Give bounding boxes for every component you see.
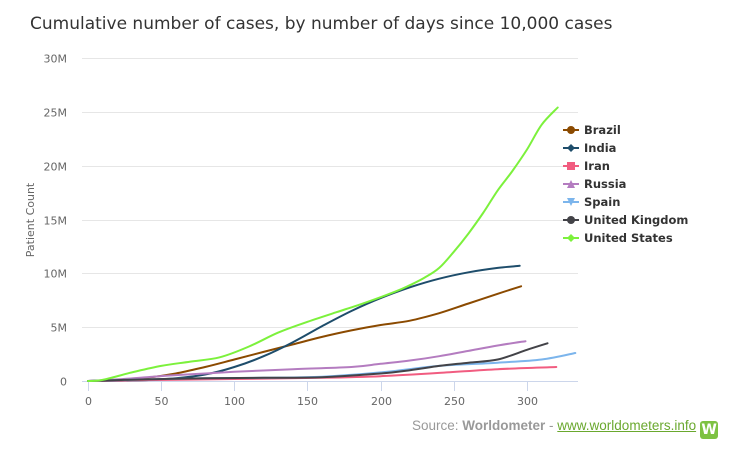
- legend-label: United Kingdom: [584, 213, 688, 227]
- legend-marker-india-icon: [567, 144, 575, 152]
- legend-item-iran[interactable]: Iran: [563, 159, 610, 173]
- legend-item-brazil[interactable]: Brazil: [563, 123, 621, 137]
- legend-item-united-states[interactable]: United States: [563, 231, 673, 245]
- x-tick-label: 100: [224, 395, 245, 408]
- x-tick-label: 250: [444, 395, 465, 408]
- legend-label: India: [584, 141, 616, 155]
- legend-marker-united-kingdom-icon: [567, 216, 575, 224]
- legend-label: Spain: [584, 195, 620, 209]
- legend-marker-iran-icon: [567, 162, 575, 170]
- y-tick-label: 0: [60, 376, 67, 389]
- x-tick-label: 0: [85, 395, 92, 408]
- legend-marker-spain-icon: [567, 198, 575, 206]
- legend: Brazil India Iran Russia Spain United Kingdom…: [563, 123, 688, 245]
- x-axis: 0 50 100 150 200 250 300: [82, 381, 578, 408]
- legend-label: Iran: [584, 159, 610, 173]
- y-tick-label: 5M: [51, 322, 68, 335]
- x-tick-label: 150: [297, 395, 318, 408]
- x-tick-label: 200: [371, 395, 392, 408]
- legend-item-united-kingdom[interactable]: United Kingdom: [563, 213, 688, 227]
- worldometer-logo-icon[interactable]: W: [700, 421, 719, 439]
- legend-label: United States: [584, 231, 673, 245]
- legend-marker-united-states-icon: [567, 234, 575, 242]
- y-axis-title: Patient Count: [24, 182, 37, 257]
- y-tick-label: 30M: [44, 53, 68, 66]
- legend-label: Brazil: [584, 123, 621, 137]
- gridlines: [82, 58, 578, 328]
- legend-label: Russia: [584, 177, 626, 191]
- series-line-united-kingdom[interactable]: [87, 342, 549, 382]
- source-link[interactable]: www.worldometers.info: [557, 418, 697, 433]
- y-tick-label: 10M: [44, 268, 68, 281]
- x-tick-label: 300: [517, 395, 538, 408]
- y-tick-label: 15M: [44, 215, 68, 228]
- legend-marker-brazil-icon: [567, 126, 575, 134]
- source-name: Worldometer: [462, 418, 546, 433]
- x-tick-label: 50: [155, 395, 169, 408]
- legend-item-russia[interactable]: Russia: [563, 177, 626, 191]
- chart-title: Cumulative number of cases, by number of…: [30, 14, 613, 34]
- series-line-russia[interactable]: [87, 340, 527, 382]
- y-tick-label: 25M: [44, 107, 68, 120]
- series-lines: [87, 106, 577, 382]
- legend-item-india[interactable]: India: [563, 141, 616, 155]
- y-axis: 0 5M 10M 15M 20M 25M 30M: [44, 53, 68, 389]
- series-line-united-states[interactable]: [87, 106, 559, 382]
- source-credit: Source: Worldometer - www.worldometers.i…: [412, 418, 719, 439]
- source-prefix: Source:: [412, 418, 463, 433]
- legend-item-spain[interactable]: Spain: [563, 195, 620, 209]
- y-tick-label: 20M: [44, 161, 68, 174]
- source-separator: -: [545, 418, 558, 433]
- legend-marker-russia-icon: [567, 180, 575, 188]
